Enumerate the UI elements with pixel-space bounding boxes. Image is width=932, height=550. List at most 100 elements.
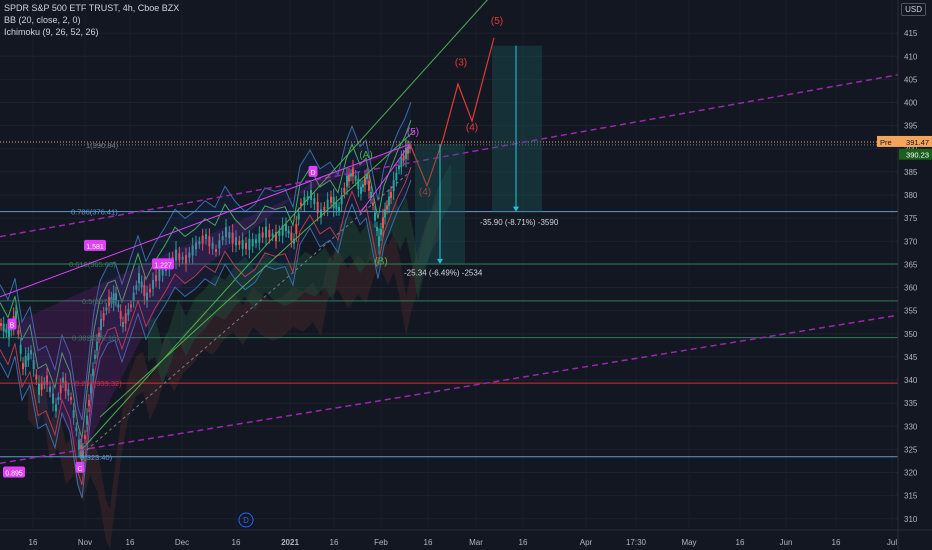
ichimoku-cloud	[28, 164, 451, 549]
candle-body	[386, 205, 388, 210]
candle-body	[5, 328, 8, 333]
candle-body	[82, 450, 84, 458]
candle-body	[372, 202, 374, 206]
candle-body	[228, 232, 231, 239]
pattern-point-tag	[152, 258, 174, 270]
pre-label-text: Pre	[880, 138, 892, 147]
candle-body	[80, 445, 83, 457]
candle-body	[92, 368, 94, 376]
candle-body	[335, 202, 338, 210]
ichimoku-indicator-label[interactable]: Ichimoku (9, 26, 52, 26)	[4, 27, 99, 37]
fib-retracement-levels[interactable]: 1(390.84) 0.786(376.41) 0.618(365.08) 0.5(3…	[0, 141, 898, 462]
candle-body	[40, 382, 43, 390]
trend-lines[interactable]	[0, 0, 899, 464]
time-tick-label: 2021	[281, 538, 299, 547]
candle-body	[332, 197, 335, 209]
bollinger-bands	[0, 102, 412, 499]
price-tick-label: 330	[904, 422, 918, 431]
candle-body	[384, 209, 386, 218]
candle-body	[348, 174, 350, 182]
fib-level-label: 0.236(339.32)	[75, 379, 122, 388]
candle-body	[278, 231, 281, 237]
symbol-title[interactable]: SPDR S&P 500 ETF TRUST, 4h, Cboe BZX	[4, 3, 180, 13]
candle-body	[281, 225, 284, 236]
time-tick-label: Feb	[374, 538, 388, 547]
candle-body	[374, 212, 376, 221]
pattern-point-tag	[7, 318, 17, 330]
harmonic-pattern-shape	[11, 143, 411, 456]
candle-body	[366, 174, 368, 179]
bb-indicator-label[interactable]: BB (20, close, 2, 0)	[4, 15, 81, 25]
candle-body	[297, 213, 300, 220]
candle-body	[241, 239, 244, 249]
candle-body	[271, 233, 274, 237]
time-tick-label: 16	[736, 538, 745, 547]
candle-body	[323, 206, 326, 211]
trend-line-green-2	[99, 129, 416, 418]
candle-body	[115, 293, 117, 301]
pattern-point-text: C	[77, 466, 82, 473]
time-tick-label: Mar	[469, 538, 483, 547]
event-marker-text: D	[243, 516, 249, 525]
candle-body	[261, 232, 264, 238]
candle-body	[102, 313, 105, 321]
candle-body	[235, 237, 237, 246]
candle-body	[86, 415, 88, 425]
pattern-point-text: D	[310, 170, 315, 177]
elliott-wave-projection[interactable]: (A) (B) (5) (4) (3) (5) (4)	[359, 16, 503, 268]
candle-body	[158, 269, 161, 281]
candle-body	[96, 341, 98, 351]
price-axis[interactable]: 310 315 320 325 330 335 340 345 350 355 360 365 370 3…	[877, 0, 932, 550]
candle-body	[146, 292, 148, 301]
candle-body	[90, 382, 92, 394]
candle-body	[27, 353, 30, 361]
harmonic-pattern[interactable]: B C D 0.895 1.581 1.227	[3, 143, 411, 478]
candle-body	[382, 217, 384, 229]
pattern-point-text: 0.895	[5, 471, 23, 478]
candle-body	[105, 307, 108, 311]
currency-button[interactable]: USD	[901, 3, 926, 16]
wave-label: (5)	[491, 16, 503, 27]
candle-body	[354, 175, 357, 181]
candle-body	[285, 223, 287, 231]
candle-body	[67, 389, 70, 396]
fib-level-label: 0.5(357.1)	[82, 297, 117, 306]
price-tick-label: 315	[904, 492, 918, 501]
price-tick-label: 400	[904, 99, 918, 108]
candle-body	[22, 363, 24, 370]
candle-body	[402, 155, 405, 161]
candle-body	[55, 404, 57, 412]
candle-body	[8, 328, 10, 339]
time-tick-label: Jun	[780, 538, 793, 547]
event-marker-icon	[238, 512, 254, 528]
candle-body	[117, 304, 120, 308]
candle-body	[79, 444, 82, 451]
pattern-point-text: B	[10, 323, 15, 330]
candle-body	[238, 240, 241, 245]
candle-body	[378, 236, 380, 247]
candle-body	[38, 383, 40, 395]
candle-body	[255, 239, 257, 244]
time-tick-label: Jul	[887, 538, 897, 547]
candle-body	[218, 240, 221, 249]
candle-body	[64, 381, 67, 392]
time-tick-label: May	[681, 538, 696, 547]
candle-body	[215, 249, 217, 252]
candle-body	[208, 236, 211, 247]
fib-level-label: 0(323.40)	[80, 453, 113, 462]
candle-body	[72, 409, 75, 418]
current-price-tag	[899, 148, 932, 160]
candle-body	[143, 285, 146, 297]
candle-body	[368, 180, 370, 191]
wave-projection-path	[409, 37, 495, 188]
candle-body	[287, 230, 290, 234]
price-range-measures[interactable]: -25.34 (-6.49%) -2534 -35.90 (-8.71%) -35…	[0, 45, 898, 278]
pre-price-text: 391.47	[906, 138, 929, 147]
pre-price-tag	[877, 135, 932, 147]
candle-body	[49, 386, 51, 392]
time-axis[interactable]: 16 Nov 16 Dec 16 2021 16 Feb 16 Mar 16 Apr 17:30 May 1…	[0, 512, 932, 547]
pattern-point-tag	[3, 466, 25, 478]
candle-body	[221, 236, 224, 241]
time-tick-label: Nov	[78, 538, 92, 547]
